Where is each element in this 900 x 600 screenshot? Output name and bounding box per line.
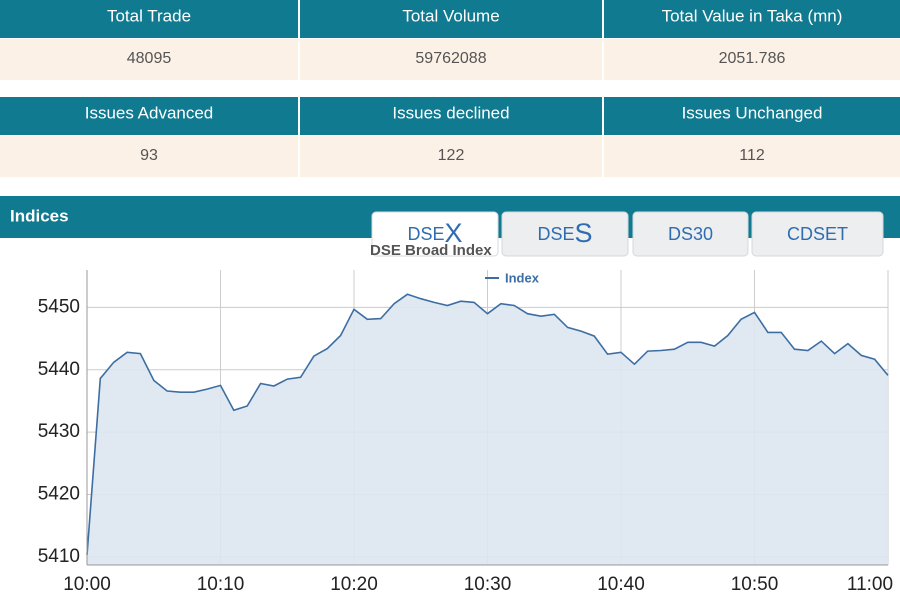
header-text: Total Trade — [107, 6, 191, 25]
value-cell — [604, 39, 900, 80]
value-cell — [300, 136, 602, 177]
x-tick-label: 10:20 — [330, 574, 378, 595]
tab-text[interactable]: CDSET — [787, 224, 848, 244]
value-cell — [0, 39, 298, 80]
y-tick-label: 5420 — [38, 484, 80, 505]
value-text: 59762088 — [415, 50, 486, 67]
chart-title: DSE Broad Index — [370, 242, 492, 259]
tab[interactable] — [371, 211, 499, 257]
header-text: Total Value in Taka (mn) — [662, 6, 843, 25]
header-text: Issues Unchanged — [682, 103, 823, 122]
tab[interactable] — [751, 211, 884, 257]
legend-label: Index — [505, 270, 540, 285]
tab-accent[interactable]: X — [445, 218, 463, 248]
y-tick-label: 5450 — [38, 296, 80, 317]
value-text: 48095 — [127, 50, 172, 67]
value-text: 93 — [140, 147, 158, 164]
tab[interactable] — [632, 211, 749, 257]
x-tick-label: 10:40 — [597, 574, 645, 595]
x-tick-label: 10:50 — [731, 574, 779, 595]
header-cell — [300, 97, 602, 135]
tab-label[interactable]: CDSET — [787, 224, 848, 244]
header-text: Issues Advanced — [85, 103, 214, 122]
header-text: Issues declined — [392, 103, 509, 122]
x-tick-label: 10:30 — [464, 574, 512, 595]
value-text: 112 — [739, 147, 765, 164]
header-cell — [604, 97, 900, 135]
tab-label[interactable]: DSEX — [407, 218, 462, 248]
y-tick-label: 5440 — [38, 359, 80, 380]
value-cell — [300, 39, 602, 80]
line — [86, 293, 889, 556]
x-tick-label: 10:10 — [197, 574, 245, 595]
header-text: Total Volume — [402, 6, 499, 25]
header-cell — [0, 0, 298, 38]
value-cell — [604, 136, 900, 177]
tab-label[interactable]: DS30 — [668, 224, 713, 244]
header-cell — [300, 0, 602, 38]
tab-text[interactable]: DSE — [537, 224, 574, 244]
tab[interactable] — [501, 211, 629, 257]
section-title: Indices — [10, 206, 69, 225]
x-tick-label: 10:00 — [63, 574, 111, 595]
x-tick-label: 11:00 — [847, 574, 893, 595]
tab-label[interactable]: DSES — [537, 218, 592, 248]
tab-accent[interactable]: S — [575, 218, 593, 248]
tab-text[interactable]: DS30 — [668, 224, 713, 244]
value-text: 122 — [438, 147, 465, 164]
value-cell — [0, 136, 298, 177]
y-tick-label: 5410 — [38, 546, 80, 567]
value-text: 2051.786 — [719, 50, 786, 67]
header-cell — [0, 97, 298, 135]
y-tick-label: 5430 — [38, 421, 80, 442]
header-cell — [604, 0, 900, 38]
tab-text[interactable]: DSE — [407, 224, 444, 244]
area — [87, 294, 888, 565]
